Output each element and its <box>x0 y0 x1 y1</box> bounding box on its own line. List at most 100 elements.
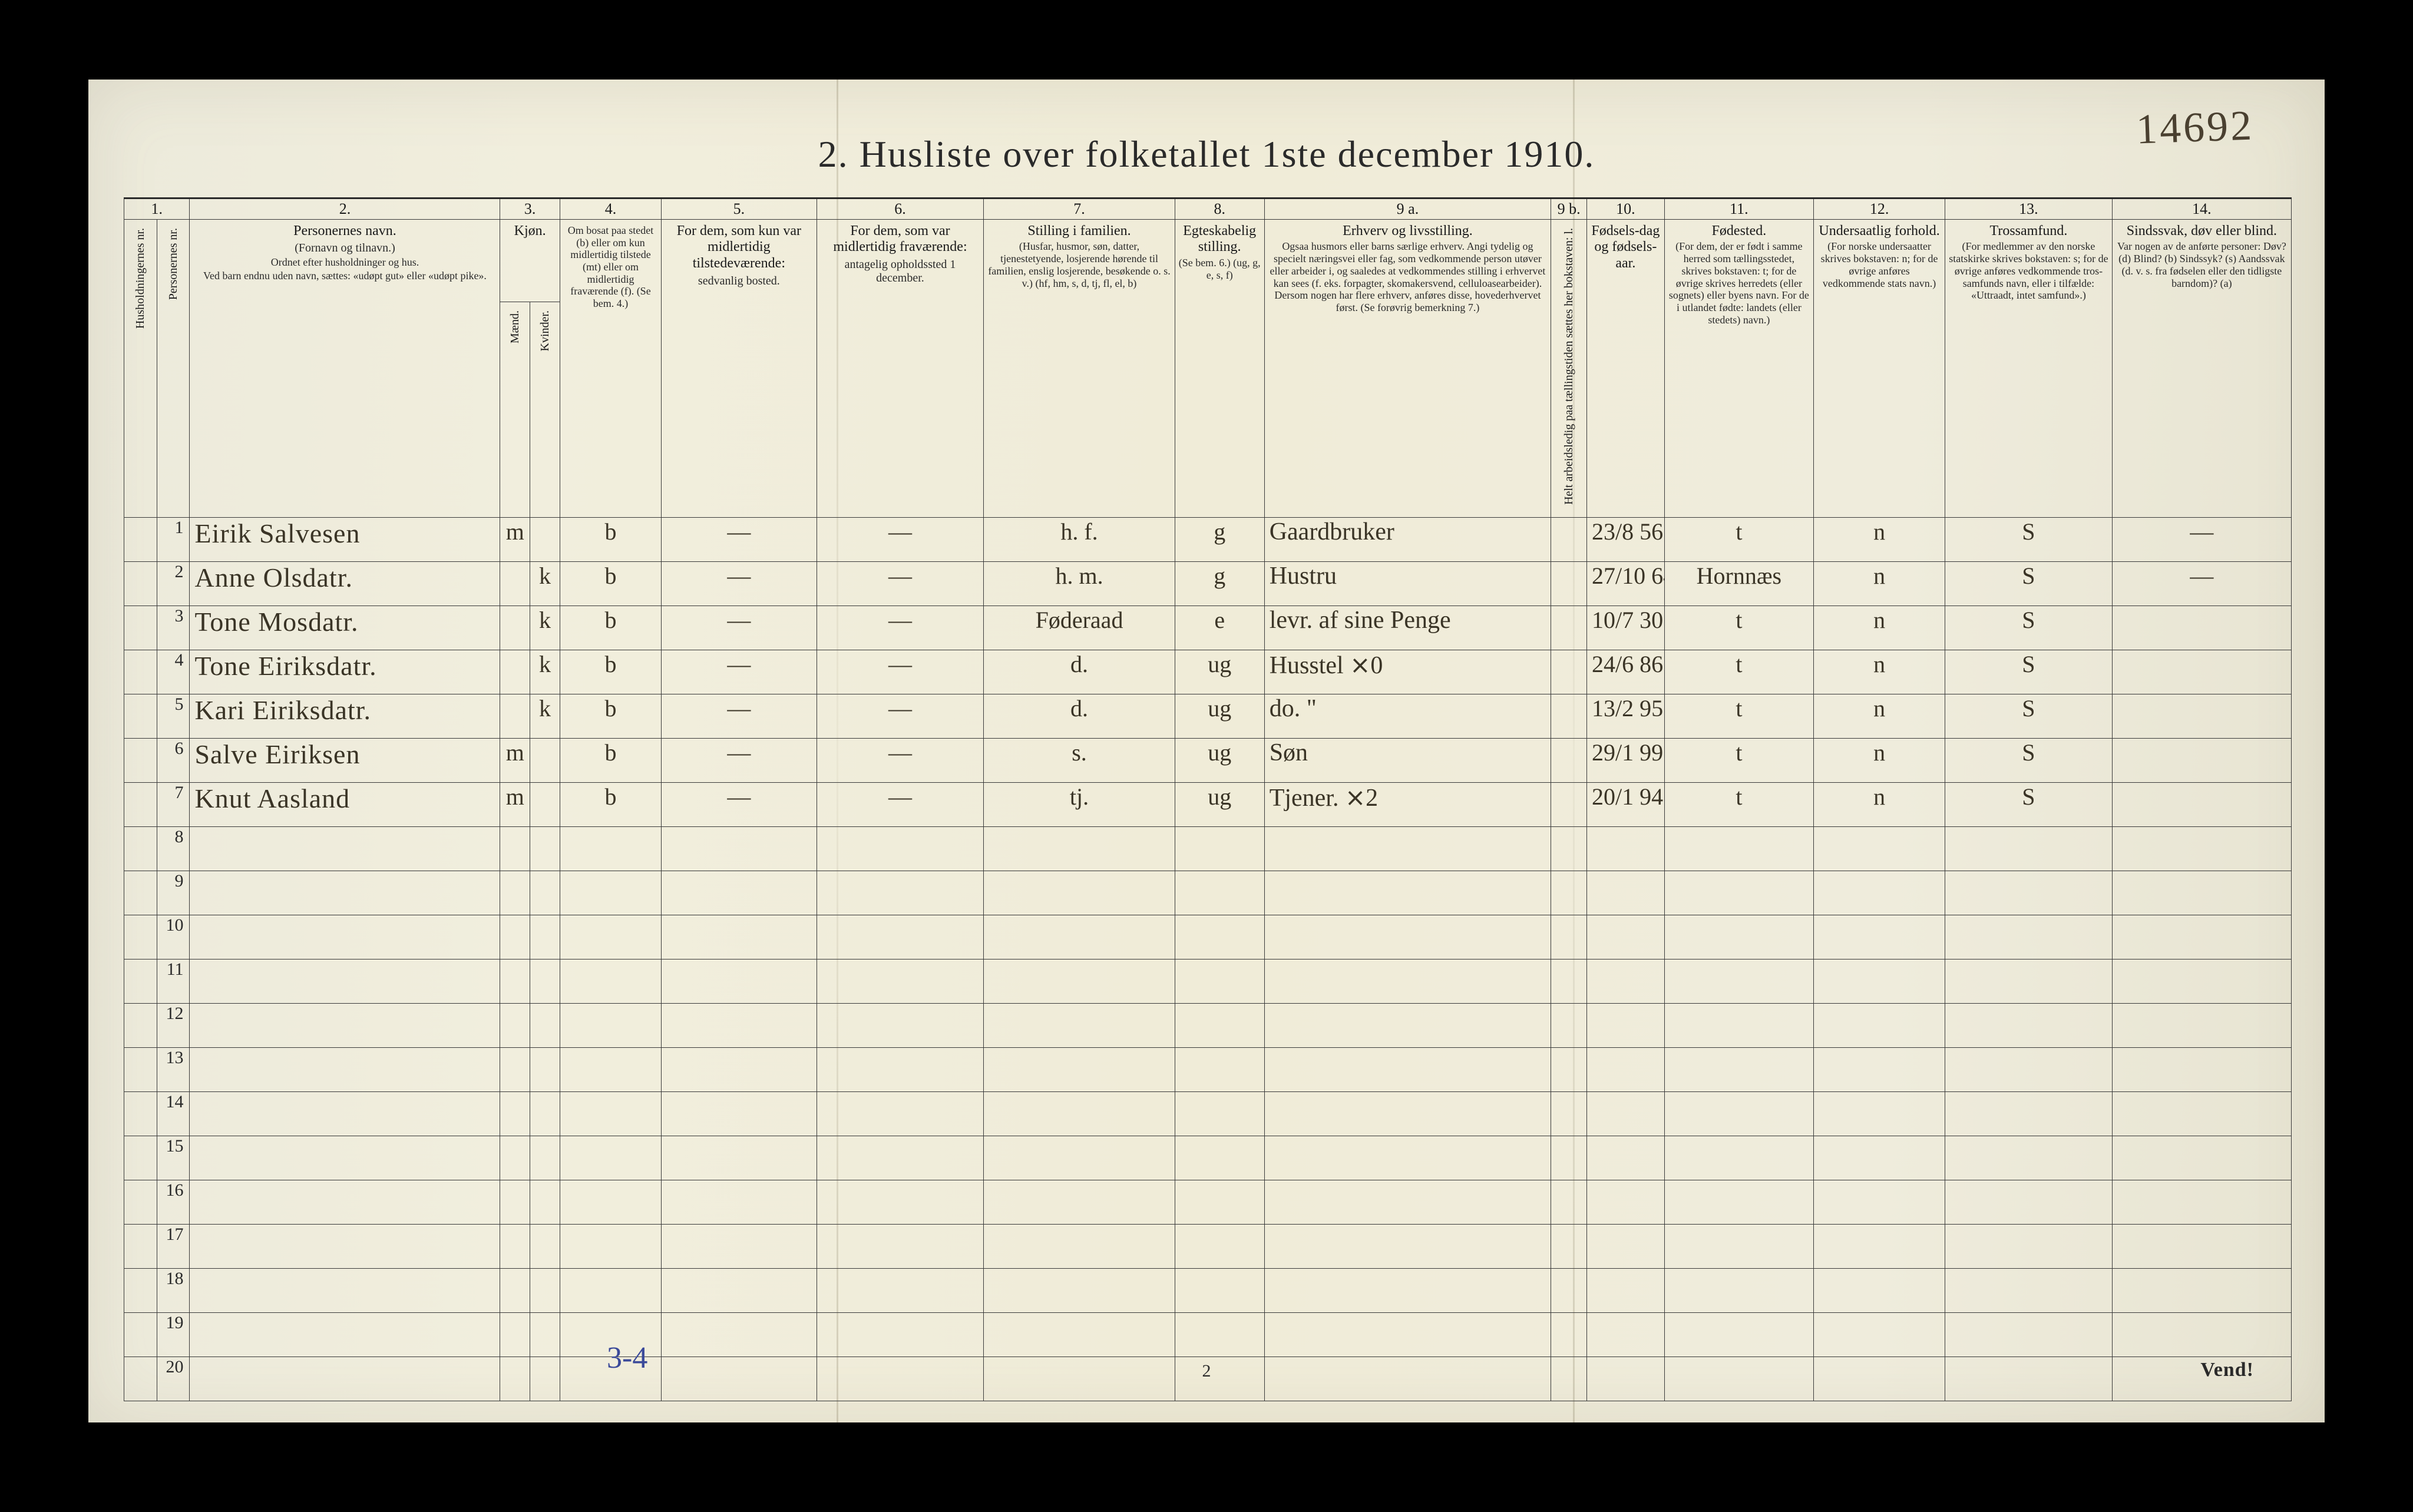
table-row-empty: 12 <box>124 1004 2292 1048</box>
cell-birthplace: t <box>1664 650 1813 694</box>
cell-person-nr: 8 <box>157 827 190 871</box>
colnum-13: 13. <box>1945 198 2113 220</box>
colnum-9a: 9 a. <box>1264 198 1551 220</box>
cell-birthplace: t <box>1664 739 1813 783</box>
cell-residence: b <box>560 518 661 562</box>
table-row-empty: 15 <box>124 1136 2292 1180</box>
cell-marital: ug <box>1175 650 1264 694</box>
cell-sex-m: m <box>500 783 530 827</box>
col-nationality: Undersaatlig forhold. (For norske unders… <box>1814 219 1945 518</box>
cell-household-nr <box>124 783 157 827</box>
cell-name: Tone Mosdatr. <box>190 606 500 650</box>
census-table-wrap: 1. 2. 3. 4. 5. 6. 7. 8. 9 a. 9 b. 10. 11… <box>124 197 2292 1401</box>
cell-temp-absent: — <box>817 562 984 606</box>
cell-infirmity <box>2112 606 2291 650</box>
cell-religion: S <box>1945 562 2113 606</box>
cell-name: Kari Eiriksdatr. <box>190 694 500 739</box>
cell-residence: b <box>560 694 661 739</box>
cell-birth: 13/2 95 <box>1586 694 1664 739</box>
colnum-12: 12. <box>1814 198 1945 220</box>
scan-frame: 14692 2. Husliste over folketallet 1ste … <box>0 0 2413 1512</box>
cell-person-nr: 10 <box>157 915 190 960</box>
cell-household-nr <box>124 739 157 783</box>
cell-infirmity <box>2112 694 2291 739</box>
cell-person-nr: 3 <box>157 606 190 650</box>
cell-religion: S <box>1945 783 2113 827</box>
cell-occupation: levr. af sine Penge <box>1264 606 1551 650</box>
cell-temp-absent: — <box>817 518 984 562</box>
colnum-4: 4. <box>560 198 661 220</box>
cell-unemployed <box>1551 606 1587 650</box>
cell-religion: S <box>1945 518 2113 562</box>
cell-person-nr: 7 <box>157 783 190 827</box>
cell-nationality: n <box>1814 518 1945 562</box>
col-sex: Kjøn. <box>500 219 560 302</box>
col-sex-m: Mænd. <box>500 302 530 518</box>
col-family-pos: Stilling i familien. (Husfar, husmor, sø… <box>984 219 1175 518</box>
cell-sex-k: k <box>530 606 560 650</box>
cell-household-nr <box>124 694 157 739</box>
cell-person-nr: 4 <box>157 650 190 694</box>
cell-residence: b <box>560 606 661 650</box>
cell-temp-present: — <box>662 783 817 827</box>
cell-name: Anne Olsdatr. <box>190 562 500 606</box>
cell-household-nr <box>124 1136 157 1180</box>
cell-name: Eirik Salvesen <box>190 518 500 562</box>
cell-nationality: n <box>1814 694 1945 739</box>
cell-infirmity <box>2112 650 2291 694</box>
cell-marital: g <box>1175 518 1264 562</box>
cell-unemployed <box>1551 783 1587 827</box>
cell-occupation: Gaardbruker <box>1264 518 1551 562</box>
cell-religion: S <box>1945 606 2113 650</box>
cell-residence: b <box>560 783 661 827</box>
cell-religion: S <box>1945 650 2113 694</box>
cell-nationality: n <box>1814 606 1945 650</box>
cell-occupation: do. " <box>1264 694 1551 739</box>
col-infirmity: Sindssvak, døv eller blind. Var nogen av… <box>2112 219 2291 518</box>
cell-person-nr: 16 <box>157 1180 190 1225</box>
table-row-empty: 9 <box>124 871 2292 915</box>
cell-unemployed <box>1551 518 1587 562</box>
col-religion: Trossamfund. (For medlemmer av den norsk… <box>1945 219 2113 518</box>
col-occupation: Erhverv og livsstilling. Ogsaa husmors e… <box>1264 219 1551 518</box>
cell-infirmity: — <box>2112 518 2291 562</box>
cell-nationality: n <box>1814 783 1945 827</box>
cell-marital: e <box>1175 606 1264 650</box>
cell-person-nr: 5 <box>157 694 190 739</box>
col-name: Personernes navn. (Fornavn og tilnavn.) … <box>190 219 500 518</box>
table-row-empty: 11 <box>124 960 2292 1004</box>
colnum-3: 3. <box>500 198 560 220</box>
cell-marital: g <box>1175 562 1264 606</box>
cell-temp-present: — <box>662 518 817 562</box>
table-row: 1Eirik Salvesenmb——h. f.gGaardbruker23/8… <box>124 518 2292 562</box>
cell-infirmity <box>2112 739 2291 783</box>
cell-unemployed <box>1551 694 1587 739</box>
cell-birthplace: Hornnæs <box>1664 562 1813 606</box>
document-paper: 14692 2. Husliste over folketallet 1ste … <box>88 80 2325 1422</box>
table-row-empty: 19 <box>124 1313 2292 1357</box>
cell-infirmity <box>2112 783 2291 827</box>
cell-family-pos: h. m. <box>984 562 1175 606</box>
cell-temp-present: — <box>662 562 817 606</box>
table-row-empty: 8 <box>124 827 2292 871</box>
col-birth: Fødsels-dag og fødsels-aar. <box>1586 219 1664 518</box>
cell-person-nr: 6 <box>157 739 190 783</box>
cell-family-pos: h. f. <box>984 518 1175 562</box>
table-row-empty: 10 <box>124 915 2292 960</box>
col-marital: Egteskabelig stilling. (Se bem. 6.) (ug,… <box>1175 219 1264 518</box>
cell-religion: S <box>1945 739 2113 783</box>
cell-temp-absent: — <box>817 650 984 694</box>
cell-unemployed <box>1551 739 1587 783</box>
cell-household-nr <box>124 518 157 562</box>
cell-person-nr: 15 <box>157 1136 190 1180</box>
cell-temp-absent: — <box>817 739 984 783</box>
cell-nationality: n <box>1814 562 1945 606</box>
cell-person-nr: 2 <box>157 562 190 606</box>
table-row: 7Knut Aaslandmb——tj.ugTjener. ⨯220/1 94t… <box>124 783 2292 827</box>
cell-temp-absent: — <box>817 694 984 739</box>
cell-person-nr: 11 <box>157 960 190 1004</box>
census-table: 1. 2. 3. 4. 5. 6. 7. 8. 9 a. 9 b. 10. 11… <box>124 197 2292 1401</box>
cell-unemployed <box>1551 562 1587 606</box>
cell-infirmity: — <box>2112 562 2291 606</box>
cell-name: Tone Eiriksdatr. <box>190 650 500 694</box>
